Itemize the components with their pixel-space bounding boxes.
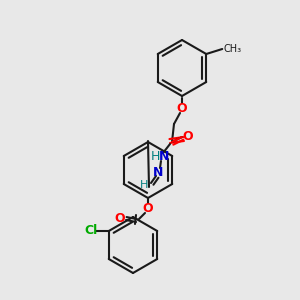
Text: O: O <box>143 202 153 214</box>
Text: Cl: Cl <box>84 224 98 238</box>
Text: H: H <box>151 149 160 163</box>
Text: N: N <box>153 166 163 178</box>
Text: H: H <box>140 180 148 190</box>
Text: O: O <box>115 212 125 226</box>
Text: O: O <box>183 130 193 142</box>
Text: N: N <box>159 149 169 163</box>
Text: CH₃: CH₃ <box>223 44 242 54</box>
Text: O: O <box>177 101 187 115</box>
